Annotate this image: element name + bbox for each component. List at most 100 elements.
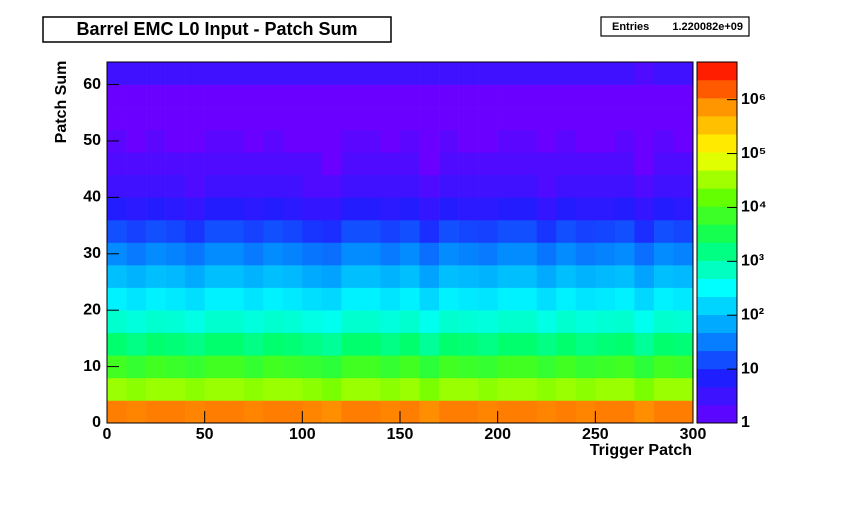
heat-cell [243, 265, 264, 288]
heat-cell [478, 332, 498, 356]
heat-cell [575, 332, 596, 356]
colorbar-band [697, 260, 737, 279]
heat-cell [575, 107, 596, 130]
heat-cell [653, 332, 674, 356]
heat-cell [321, 107, 342, 130]
colorbar-band [697, 278, 737, 297]
heat-cell [458, 107, 479, 130]
heat-cell [673, 287, 694, 311]
heat-cell [614, 129, 635, 153]
heat-cell [282, 197, 303, 221]
heat-cell [400, 197, 420, 221]
heat-cell [575, 355, 596, 379]
colorbar-tick-label: 10⁵ [741, 145, 766, 162]
heat-cell [536, 400, 557, 424]
heat-cell [458, 310, 479, 334]
heat-cell [439, 84, 459, 108]
heat-cell [419, 377, 440, 401]
heat-cell [146, 107, 166, 130]
y-tick-label: 50 [83, 132, 101, 149]
heat-cell [595, 242, 616, 266]
heat-cell [556, 377, 577, 401]
heat-cell [282, 355, 303, 379]
heat-cell [536, 219, 557, 243]
heat-cell [458, 152, 479, 176]
heat-cell [224, 265, 245, 288]
heat-cell [478, 152, 498, 176]
heat-cell [400, 62, 420, 85]
heat-cell [419, 219, 440, 243]
colorbar-band [697, 98, 737, 117]
heat-cell [185, 377, 205, 401]
heat-cell [439, 152, 459, 176]
heat-cell [224, 62, 245, 85]
heat-cell [165, 107, 186, 130]
heat-cell [595, 265, 616, 288]
heat-cell [263, 152, 284, 176]
heat-cell [400, 174, 420, 198]
heat-cell [341, 84, 362, 108]
heat-cell [204, 377, 225, 401]
heat-cell [360, 62, 381, 85]
heat-cell [146, 129, 166, 153]
x-tick-label: 0 [103, 426, 112, 443]
heat-cell [380, 174, 401, 198]
heat-cell [263, 310, 284, 334]
heat-cell [126, 219, 147, 243]
heat-cell [478, 197, 498, 221]
colorbar-band [697, 134, 737, 153]
heat-cell [185, 242, 205, 266]
heat-cell [673, 62, 694, 85]
heat-cell [478, 400, 498, 424]
heat-cell [341, 332, 362, 356]
heat-cell [419, 265, 440, 288]
colorbar-band [697, 368, 737, 388]
heat-cell [321, 287, 342, 311]
heat-cell [556, 332, 577, 356]
heat-cell [165, 355, 186, 379]
heat-cell [419, 310, 440, 334]
stats-box [600, 16, 750, 37]
heat-cell [126, 107, 147, 130]
heat-cell [360, 107, 381, 130]
heat-cell [458, 62, 479, 85]
heat-cell [595, 310, 616, 334]
heat-cell [185, 332, 205, 356]
heat-cell [341, 310, 362, 334]
heat-cell [536, 197, 557, 221]
heat-cell [224, 174, 245, 198]
heat-cell [536, 107, 557, 130]
colorbar-band [697, 80, 737, 99]
heat-cell [185, 197, 205, 221]
heat-cell [517, 129, 538, 153]
heat-cell [321, 219, 342, 243]
heat-cell [614, 219, 635, 243]
heat-cell [126, 242, 147, 266]
heat-cell [634, 129, 655, 153]
heat-cell [653, 377, 674, 401]
heat-cell [243, 400, 264, 424]
heat-cell [165, 219, 186, 243]
colorbar-frame [696, 61, 738, 424]
heat-cell [517, 265, 538, 288]
heat-cell [634, 152, 655, 176]
y-tick-label: 60 [83, 76, 101, 93]
heat-cell [556, 152, 577, 176]
heat-cell [614, 400, 635, 424]
colorbar-band [697, 188, 737, 207]
heat-cell [341, 287, 362, 311]
heat-cell [224, 287, 245, 311]
heat-cell [360, 152, 381, 176]
heat-cell [517, 62, 538, 85]
heat-cell [165, 129, 186, 153]
heat-cell [107, 400, 127, 424]
heat-cell [634, 174, 655, 198]
heat-cell [360, 265, 381, 288]
colorbar-band [697, 314, 737, 334]
heat-cell [360, 400, 381, 424]
heat-cell [439, 129, 459, 153]
heat-cell [107, 107, 127, 130]
heat-cell [126, 152, 147, 176]
y-tick-label: 20 [83, 301, 101, 318]
heat-cell [321, 400, 342, 424]
